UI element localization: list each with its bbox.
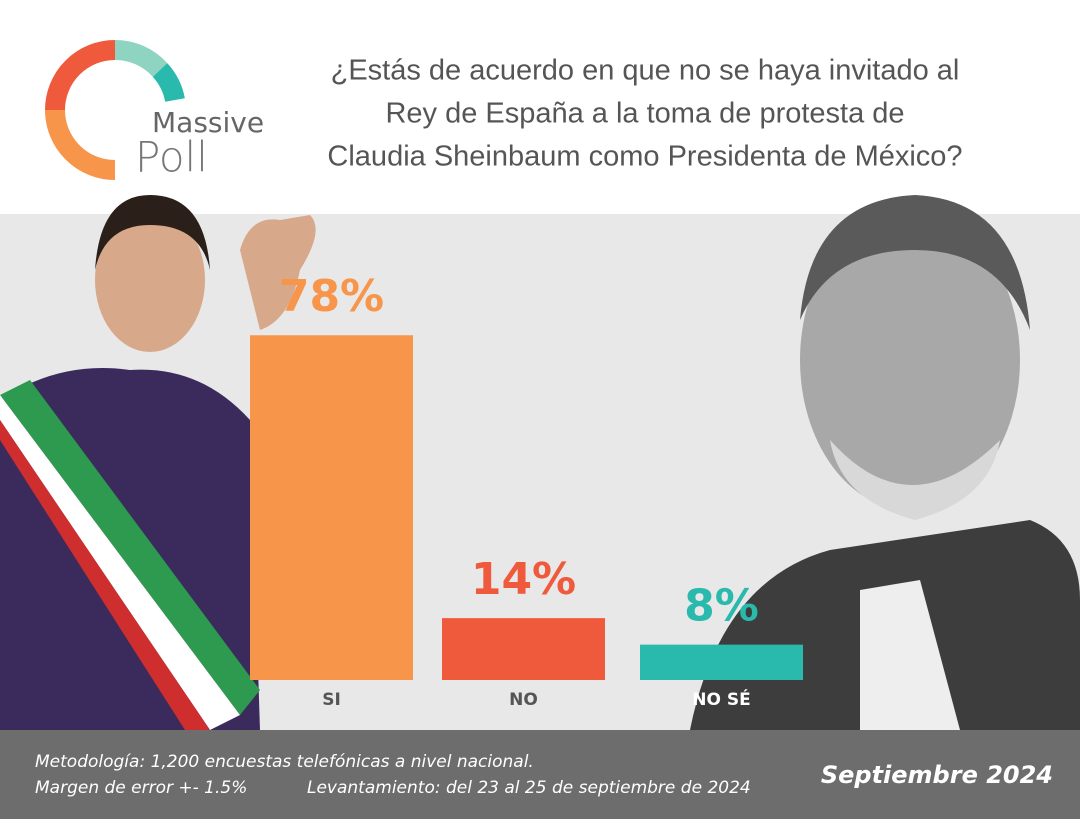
footer-text: Margen de error +- 1.5% — [35, 778, 247, 798]
bar — [640, 644, 803, 680]
value-label: 14% — [471, 554, 576, 605]
value-label: 8% — [684, 581, 759, 632]
chart-title: ¿Estás de acuerdo en que no se haya invi… — [331, 55, 960, 87]
logo-text: Massive — [152, 106, 264, 139]
bar — [250, 335, 413, 680]
x-tick-label: NO SÉ — [692, 688, 750, 710]
footer-text: Metodología: 1,200 encuestas telefónicas… — [35, 752, 534, 772]
footer-text: Levantamiento: del 23 al 25 de septiembr… — [307, 778, 751, 798]
footer-bg — [0, 730, 1080, 819]
chart-title: Rey de España a la toma de protesta de — [385, 98, 904, 130]
photo-left — [0, 195, 316, 730]
x-tick-label: NO — [509, 690, 538, 710]
x-tick-label: SI — [322, 690, 341, 710]
header-bg — [0, 0, 1080, 214]
value-label: 78% — [279, 271, 384, 322]
photo-right — [690, 195, 1080, 730]
bar — [442, 618, 605, 680]
chart-title: Claudia Sheinbaum como Presidenta de Méx… — [327, 141, 962, 173]
logo-text: Poll — [135, 133, 208, 182]
logo-ring — [45, 39, 185, 180]
footer-date: Septiembre 2024 — [821, 761, 1053, 789]
